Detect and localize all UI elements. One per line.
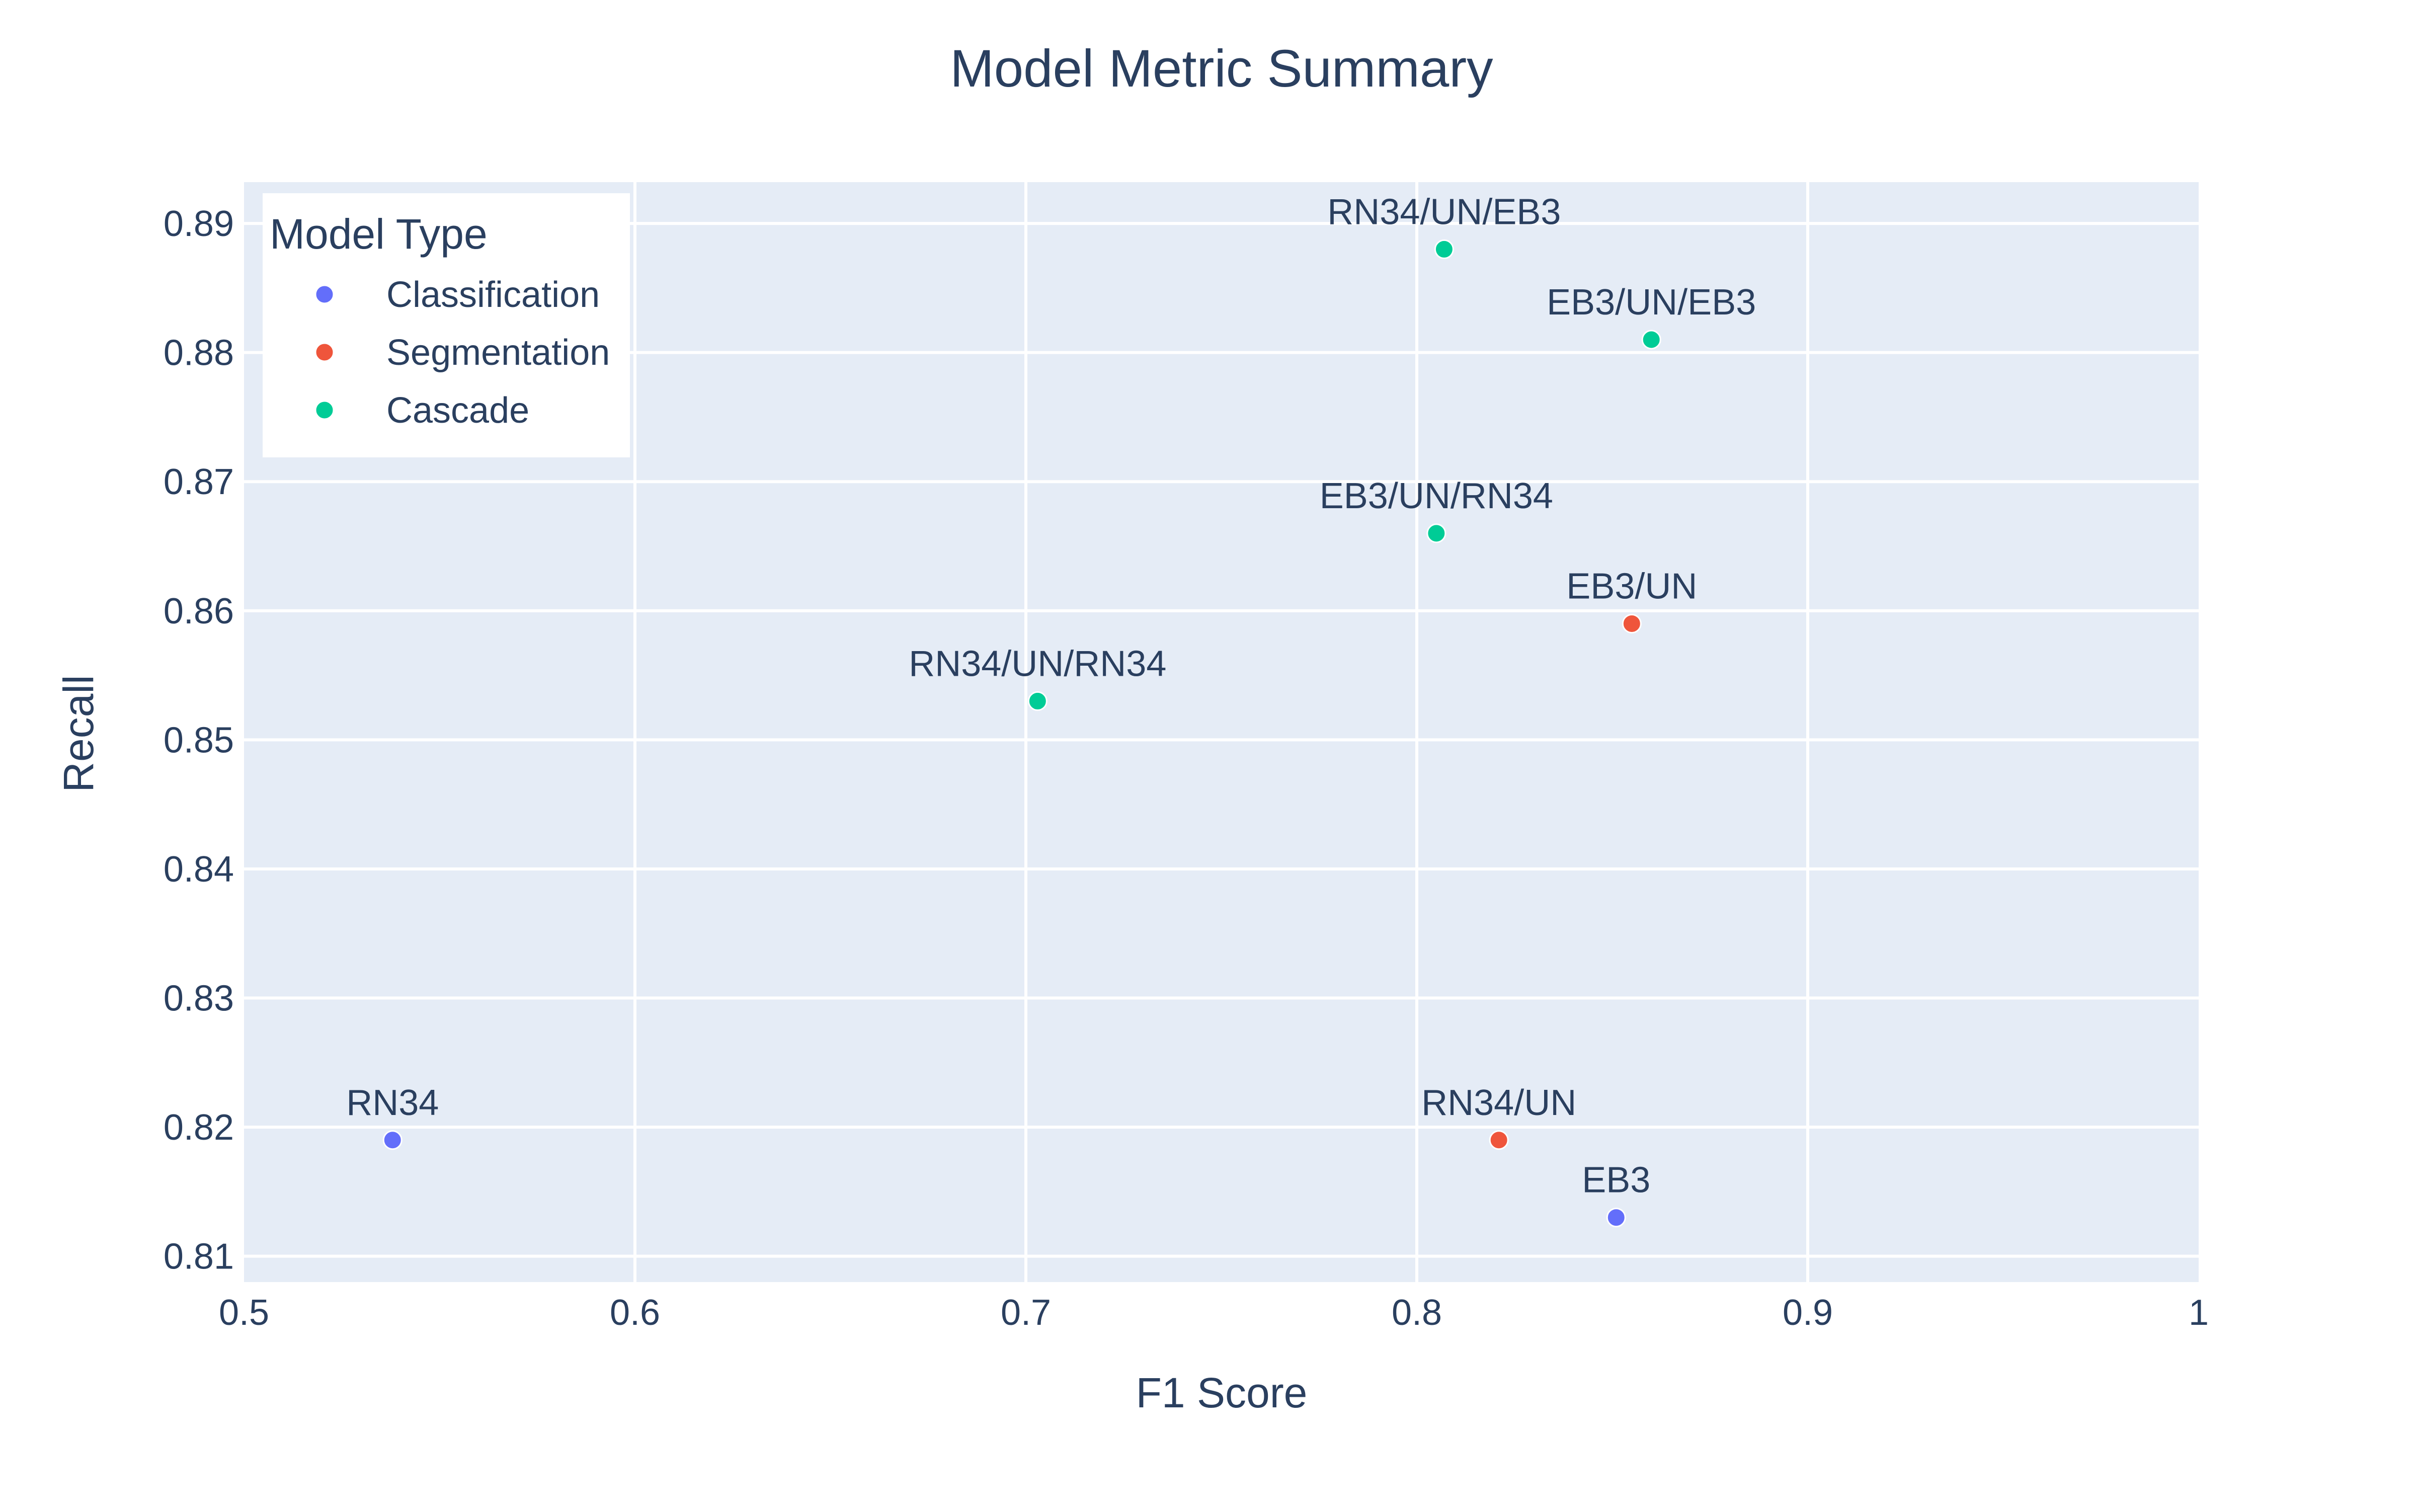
- point-label: EB3/UN/RN34: [1320, 476, 1553, 516]
- y-tick-label: 0.89: [164, 204, 234, 244]
- data-point[interactable]: [1641, 330, 1661, 350]
- y-tick-label: 0.81: [164, 1237, 234, 1277]
- legend-marker: [314, 342, 335, 362]
- x-tick-label: 0.6: [610, 1293, 660, 1333]
- legend-item-label[interactable]: Segmentation: [386, 333, 610, 373]
- data-point[interactable]: [1434, 239, 1454, 259]
- data-point[interactable]: [1027, 691, 1048, 711]
- y-tick-label: 0.85: [164, 720, 234, 760]
- data-labels: RN34 EB3 EB3/UN RN34/UN RN34/UN/EB3 EB3/UN/EB…: [346, 192, 1756, 1200]
- x-tick-label: 1: [2189, 1293, 2209, 1333]
- chart-title: Model Metric Summary: [950, 39, 1493, 98]
- point-label: RN34/UN: [1421, 1083, 1576, 1123]
- legend-marker: [314, 400, 335, 420]
- legend[interactable]: Model Type Classification Segmentation Cas…: [263, 193, 630, 457]
- data-point[interactable]: [1489, 1130, 1509, 1150]
- x-axis-title: F1 Score: [1136, 1369, 1308, 1416]
- data-point[interactable]: [1426, 523, 1446, 543]
- y-tick-label: 0.88: [164, 333, 234, 373]
- legend-marker: [314, 284, 335, 304]
- point-label: EB3/UN: [1566, 566, 1697, 606]
- legend-title: Model Type: [270, 210, 488, 258]
- y-axis-title: Recall: [55, 675, 102, 792]
- axis-ticks: 0.5 0.6 0.7 0.8 0.9 1 0.81 0.82 0.83 0.84 0.85 0.86…: [164, 204, 2209, 1333]
- data-point[interactable]: [1622, 613, 1642, 633]
- point-label: EB3/UN/EB3: [1547, 282, 1756, 323]
- point-label: RN34/UN/EB3: [1327, 192, 1561, 232]
- y-tick-label: 0.86: [164, 591, 234, 631]
- legend-items: Classification Segmentation Cascade: [314, 275, 610, 431]
- y-tick-label: 0.87: [164, 462, 234, 502]
- point-label: EB3: [1582, 1160, 1650, 1201]
- x-tick-label: 0.7: [1001, 1293, 1051, 1333]
- legend-item-label[interactable]: Cascade: [386, 390, 529, 431]
- y-tick-label: 0.82: [164, 1107, 234, 1148]
- data-point[interactable]: [1606, 1208, 1626, 1228]
- y-tick-label: 0.84: [164, 849, 234, 890]
- x-tick-label: 0.8: [1392, 1293, 1442, 1333]
- point-label: RN34: [346, 1083, 439, 1123]
- x-tick-label: 0.5: [219, 1293, 269, 1333]
- x-tick-label: 0.9: [1783, 1293, 1833, 1333]
- legend-item-label[interactable]: Classification: [386, 275, 600, 315]
- y-tick-label: 0.83: [164, 979, 234, 1019]
- point-label: RN34/UN/RN34: [909, 644, 1166, 684]
- data-point[interactable]: [382, 1130, 403, 1150]
- data-points: [382, 239, 1661, 1228]
